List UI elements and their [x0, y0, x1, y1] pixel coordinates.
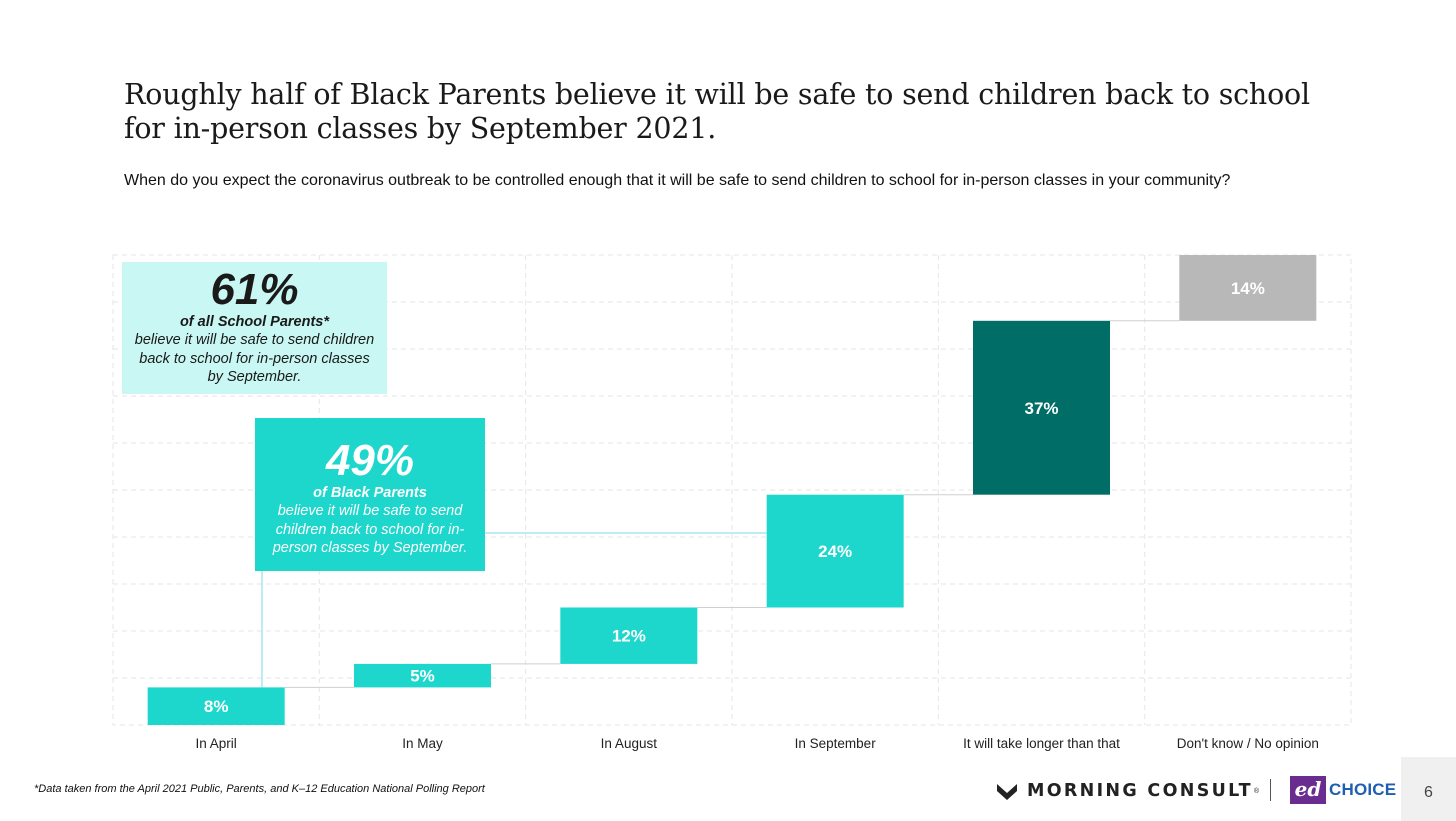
category-label: Don't know / No opinion — [1177, 736, 1319, 751]
page-number-box: 6 — [1401, 757, 1456, 821]
category-labels: In April In May In August In September It wi… — [196, 736, 1319, 751]
category-label: In September — [795, 736, 877, 751]
category-label: In August — [601, 736, 658, 751]
bar-value-label: 5% — [410, 667, 435, 686]
all-parents-callout: 61% of all School Parents* believe it wi… — [122, 262, 387, 394]
bar — [766, 494, 904, 608]
black-parents-callout: 49% of Black Parents believe it will be … — [255, 418, 485, 571]
page-number: 6 — [1424, 784, 1433, 801]
registered-mark: ® — [1253, 787, 1260, 795]
choice-wordmark: CHOICE — [1329, 780, 1397, 799]
logo-divider — [1270, 779, 1271, 801]
bar-value-label: 37% — [1024, 399, 1058, 418]
all-parents-group: of all School Parents* — [179, 314, 330, 330]
bar — [560, 607, 698, 664]
callout-leader-lines — [261, 532, 767, 688]
bar-value-label: 12% — [612, 627, 646, 646]
bar — [147, 687, 285, 725]
bar-value-labels: 8% 5% 12% 24% 37% 14% — [204, 279, 1265, 716]
category-label: In April — [196, 736, 237, 751]
ed-mark: ed — [1290, 776, 1326, 804]
footnote: *Data taken from the April 2021 Public, … — [34, 783, 485, 795]
bar-value-label: 14% — [1231, 279, 1265, 298]
m-chevron-icon — [997, 784, 1017, 800]
bar — [354, 663, 491, 688]
bar-value-label: 24% — [818, 542, 852, 561]
survey-question: When do you expect the coronavirus outbr… — [124, 172, 1231, 189]
chart-title: Roughly half of Black Parents believe it… — [124, 78, 1310, 145]
bars — [147, 255, 1317, 725]
all-parents-description: believe it will be safe to send children… — [134, 332, 375, 385]
all-parents-percent: 61% — [210, 265, 299, 314]
black-parents-description: believe it will be safe to send children… — [272, 503, 468, 556]
bar — [973, 320, 1110, 495]
bar-value-label: 8% — [204, 697, 229, 716]
edchoice-logo: ed CHOICE — [1290, 776, 1396, 804]
category-label: It will take longer than that — [963, 736, 1120, 751]
black-parents-group: of Black Parents — [313, 485, 427, 501]
bar — [1179, 255, 1317, 321]
black-parents-percent: 49% — [325, 436, 415, 485]
bar-connectors — [284, 320, 1180, 688]
category-label: In May — [402, 736, 443, 751]
morning-consult-logo: MORNING CONSULT ® — [996, 776, 1259, 806]
morning-consult-wordmark: MORNING CONSULT — [1027, 781, 1253, 801]
